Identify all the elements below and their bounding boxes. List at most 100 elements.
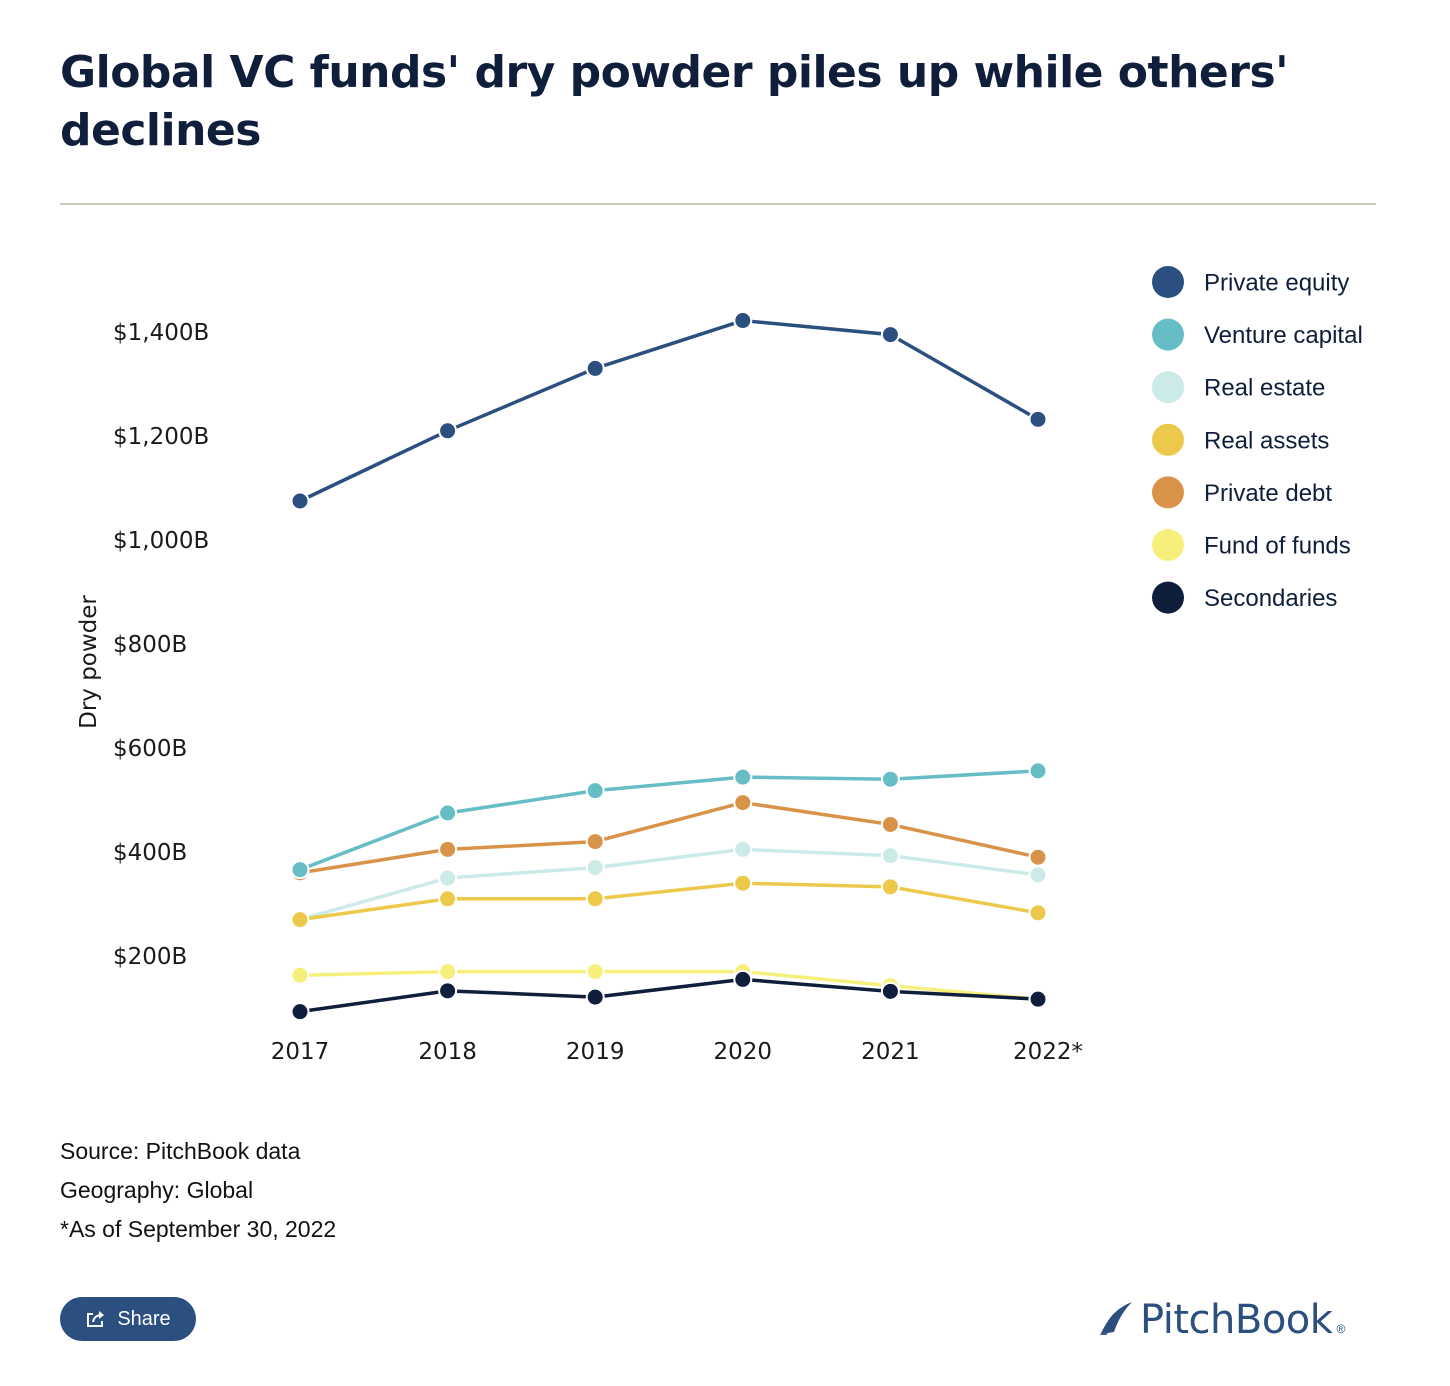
data-point-private-equity[interactable] <box>290 491 310 511</box>
legend-label: Private equity <box>1204 270 1349 297</box>
x-tick-label: 2019 <box>566 1039 625 1065</box>
data-point-secondaries[interactable] <box>585 987 605 1007</box>
share-icon <box>85 1309 107 1329</box>
y-axis: $200B $400B $600B $800B $1,000B $1,200B $1,400… <box>113 320 209 970</box>
series-layer <box>290 311 1048 1022</box>
data-point-real-assets[interactable] <box>880 877 900 897</box>
legend-item-private-debt[interactable]: Private debt <box>1152 476 1332 509</box>
legend-swatch <box>1152 423 1184 456</box>
data-point-venture-capital[interactable] <box>585 781 605 801</box>
legend-item-real-estate[interactable]: Real estate <box>1152 371 1325 404</box>
legend-swatch <box>1152 581 1184 614</box>
legend-item-real-assets[interactable]: Real assets <box>1152 423 1329 456</box>
pitchbook-logo[interactable]: PitchBook ® <box>1098 1294 1345 1346</box>
legend-item-secondaries[interactable]: Secondaries <box>1152 581 1337 614</box>
data-point-private-equity[interactable] <box>585 358 605 378</box>
data-point-real-assets[interactable] <box>733 873 753 893</box>
chart-notes: Source: PitchBook data Geography: Global… <box>60 1132 336 1249</box>
x-tick-label: 2017 <box>271 1039 330 1065</box>
data-point-private-equity[interactable] <box>733 311 753 331</box>
y-tick-label: $800B <box>113 632 187 658</box>
share-label: Share <box>117 1307 171 1330</box>
data-point-private-debt[interactable] <box>1028 847 1048 867</box>
y-tick-label: $1,000B <box>113 528 209 554</box>
data-point-private-equity[interactable] <box>880 325 900 345</box>
data-point-fund-of-funds[interactable] <box>438 962 458 982</box>
data-point-private-debt[interactable] <box>880 814 900 834</box>
registered-mark: ® <box>1336 1322 1346 1336</box>
data-point-private-debt[interactable] <box>438 839 458 859</box>
series-line-real-assets <box>298 881 1040 922</box>
data-point-venture-capital[interactable] <box>733 767 753 787</box>
data-point-real-assets[interactable] <box>585 889 605 909</box>
series-fund-of-funds <box>290 962 1048 1009</box>
data-point-real-estate[interactable] <box>438 868 458 888</box>
series-line-secondaries <box>298 977 1040 1014</box>
y-tick-label: $1,200B <box>113 424 209 450</box>
series-private-debt <box>290 793 1048 883</box>
x-tick-label: 2022* <box>1013 1039 1083 1065</box>
legend-label: Venture capital <box>1204 322 1363 349</box>
legend-label: Private debt <box>1204 480 1332 507</box>
chart-title: Global VC funds' dry powder piles up whi… <box>60 47 1289 156</box>
data-point-real-estate[interactable] <box>880 846 900 866</box>
legend-label: Secondaries <box>1204 585 1337 612</box>
series-line-private-equity <box>298 318 1040 503</box>
data-point-fund-of-funds[interactable] <box>290 965 310 985</box>
pitchbook-wordmark: PitchBook <box>1140 1297 1333 1343</box>
data-point-venture-capital[interactable] <box>880 769 900 789</box>
data-point-real-estate[interactable] <box>733 839 753 859</box>
data-point-real-assets[interactable] <box>438 889 458 909</box>
x-axis: 2017 2018 2019 2020 2021 2022* <box>271 1039 1083 1065</box>
data-point-real-estate[interactable] <box>585 858 605 878</box>
y-tick-label: $200B <box>113 944 187 970</box>
data-point-real-assets[interactable] <box>1028 903 1048 923</box>
series-secondaries <box>290 969 1048 1022</box>
y-tick-label: $600B <box>113 736 187 762</box>
data-point-venture-capital[interactable] <box>438 803 458 823</box>
data-point-private-debt[interactable] <box>733 793 753 813</box>
legend-swatch <box>1152 371 1184 404</box>
legend-label: Fund of funds <box>1204 533 1351 560</box>
legend: Private equity Venture capital Real estate… <box>1152 266 1363 614</box>
share-button[interactable]: Share <box>60 1297 196 1341</box>
legend-item-fund-of-funds[interactable]: Fund of funds <box>1152 529 1351 561</box>
data-point-venture-capital[interactable] <box>290 860 310 880</box>
legend-label: Real assets <box>1204 427 1329 454</box>
series-private-equity <box>290 311 1048 511</box>
x-tick-label: 2018 <box>418 1039 477 1065</box>
data-point-secondaries[interactable] <box>290 1002 310 1022</box>
data-point-secondaries[interactable] <box>880 981 900 1001</box>
data-point-private-debt[interactable] <box>585 832 605 852</box>
series-line-venture-capital <box>298 769 1040 872</box>
legend-item-private-equity[interactable]: Private equity <box>1152 266 1349 298</box>
data-point-venture-capital[interactable] <box>1028 761 1048 781</box>
x-tick-label: 2021 <box>861 1039 920 1065</box>
legend-swatch <box>1152 529 1184 561</box>
series-line-real-estate <box>298 847 1040 922</box>
data-point-real-estate[interactable] <box>1028 865 1048 885</box>
legend-swatch <box>1152 318 1184 351</box>
legend-item-venture-capital[interactable]: Venture capital <box>1152 318 1363 351</box>
data-point-secondaries[interactable] <box>438 981 458 1001</box>
data-point-private-equity[interactable] <box>438 421 458 441</box>
line-chart: $200B $400B $600B $800B $1,000B $1,200B $1,400… <box>76 266 1363 1065</box>
as-of-note: *As of September 30, 2022 <box>60 1216 337 1242</box>
legend-swatch <box>1152 266 1184 298</box>
series-line-fund-of-funds <box>298 969 1040 1001</box>
series-line-private-debt <box>298 800 1040 875</box>
legend-swatch <box>1152 476 1184 509</box>
series-real-assets <box>290 873 1048 930</box>
series-venture-capital <box>290 761 1048 880</box>
geography-note: Geography: Global <box>60 1177 254 1203</box>
x-tick-label: 2020 <box>714 1039 773 1065</box>
data-point-real-assets[interactable] <box>290 910 310 930</box>
data-point-fund-of-funds[interactable] <box>585 962 605 982</box>
data-point-private-equity[interactable] <box>1028 409 1048 429</box>
data-point-secondaries[interactable] <box>733 969 753 989</box>
legend-label: Real estate <box>1204 375 1325 402</box>
y-tick-label: $400B <box>113 840 187 866</box>
source-note: Source: PitchBook data <box>60 1138 301 1164</box>
data-point-secondaries[interactable] <box>1028 989 1048 1009</box>
y-tick-label: $1,400B <box>113 320 209 346</box>
